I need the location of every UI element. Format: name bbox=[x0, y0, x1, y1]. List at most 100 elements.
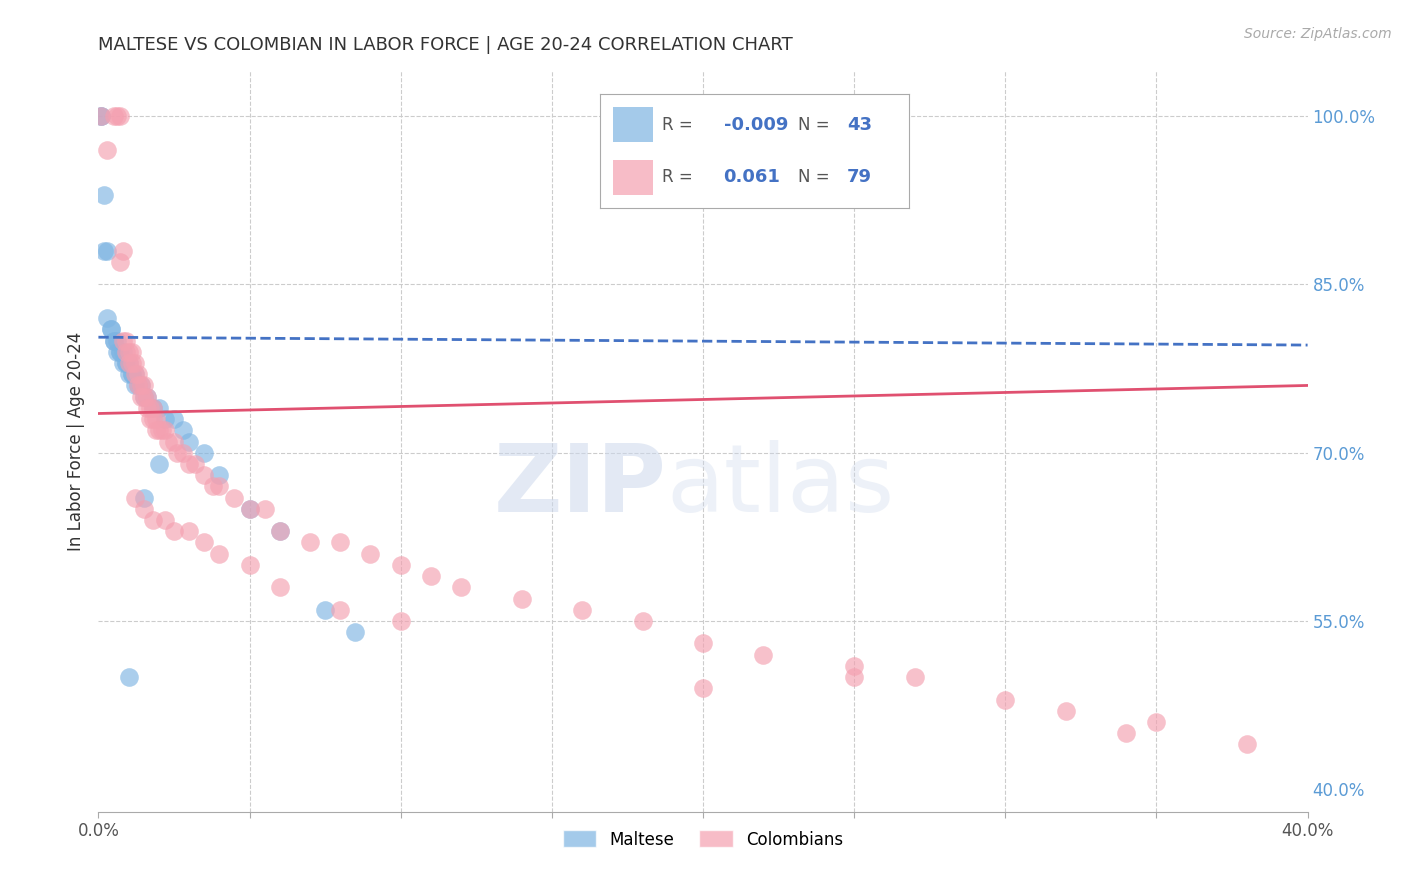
Point bbox=[124, 368, 146, 382]
Point bbox=[105, 344, 128, 359]
Point bbox=[904, 670, 927, 684]
Point bbox=[208, 479, 231, 493]
Point bbox=[344, 625, 367, 640]
Point bbox=[108, 109, 131, 123]
Point bbox=[269, 524, 291, 539]
Point bbox=[135, 390, 157, 404]
Point bbox=[163, 434, 186, 449]
Point bbox=[96, 311, 118, 326]
Point bbox=[114, 334, 136, 348]
Point bbox=[139, 412, 162, 426]
Point bbox=[202, 479, 225, 493]
Point bbox=[148, 423, 170, 437]
Point bbox=[145, 412, 167, 426]
Point bbox=[179, 524, 201, 539]
Point bbox=[994, 692, 1017, 706]
Point bbox=[184, 457, 207, 471]
Point bbox=[90, 109, 112, 123]
Point bbox=[510, 591, 533, 606]
Point bbox=[93, 244, 115, 258]
Point bbox=[129, 390, 152, 404]
Point bbox=[163, 412, 186, 426]
Point bbox=[108, 255, 131, 269]
Point bbox=[179, 457, 201, 471]
Point bbox=[121, 368, 143, 382]
Point bbox=[166, 446, 188, 460]
Point bbox=[100, 322, 122, 336]
Point bbox=[118, 356, 141, 370]
Point bbox=[132, 390, 155, 404]
Point bbox=[179, 434, 201, 449]
Text: Source: ZipAtlas.com: Source: ZipAtlas.com bbox=[1244, 27, 1392, 41]
Point bbox=[111, 344, 134, 359]
Point bbox=[114, 356, 136, 370]
Point bbox=[208, 468, 231, 483]
Point bbox=[111, 356, 134, 370]
Point bbox=[96, 244, 118, 258]
Point bbox=[132, 491, 155, 505]
Point bbox=[90, 109, 112, 123]
Point bbox=[163, 524, 186, 539]
Point bbox=[269, 524, 291, 539]
Point bbox=[193, 535, 215, 549]
Text: atlas: atlas bbox=[666, 440, 896, 532]
Point bbox=[127, 378, 149, 392]
Point bbox=[224, 491, 246, 505]
Point bbox=[132, 378, 155, 392]
Point bbox=[114, 344, 136, 359]
Point bbox=[208, 547, 231, 561]
Point bbox=[172, 446, 194, 460]
Point bbox=[127, 378, 149, 392]
Y-axis label: In Labor Force | Age 20-24: In Labor Force | Age 20-24 bbox=[66, 332, 84, 551]
Point bbox=[239, 501, 262, 516]
Point bbox=[360, 547, 382, 561]
Point bbox=[135, 390, 157, 404]
Point bbox=[124, 356, 146, 370]
Point bbox=[121, 356, 143, 370]
Point bbox=[450, 580, 472, 594]
Point bbox=[108, 344, 131, 359]
Point bbox=[299, 535, 322, 549]
Point bbox=[150, 423, 173, 437]
Point bbox=[193, 446, 215, 460]
Point bbox=[108, 344, 131, 359]
Point bbox=[153, 513, 176, 527]
Point bbox=[132, 390, 155, 404]
Point bbox=[142, 401, 165, 415]
Point bbox=[139, 401, 162, 415]
Point bbox=[103, 334, 125, 348]
Point bbox=[314, 603, 336, 617]
Point bbox=[114, 356, 136, 370]
Point bbox=[692, 636, 714, 650]
Point bbox=[124, 368, 146, 382]
Point bbox=[121, 368, 143, 382]
Point bbox=[329, 535, 352, 549]
Point bbox=[135, 401, 157, 415]
Point bbox=[105, 334, 128, 348]
Point bbox=[96, 143, 118, 157]
Point bbox=[389, 558, 412, 572]
Point bbox=[121, 344, 143, 359]
Point bbox=[844, 659, 866, 673]
Text: MALTESE VS COLOMBIAN IN LABOR FORCE | AGE 20-24 CORRELATION CHART: MALTESE VS COLOMBIAN IN LABOR FORCE | AG… bbox=[98, 36, 793, 54]
Point bbox=[129, 378, 152, 392]
Point bbox=[124, 378, 146, 392]
Point bbox=[118, 368, 141, 382]
Point bbox=[142, 513, 165, 527]
Point bbox=[420, 569, 443, 583]
Point bbox=[148, 457, 170, 471]
Point bbox=[844, 670, 866, 684]
Point bbox=[1236, 738, 1258, 752]
Point bbox=[118, 344, 141, 359]
Point bbox=[142, 401, 165, 415]
Legend: Maltese, Colombians: Maltese, Colombians bbox=[557, 823, 849, 855]
Point bbox=[153, 412, 176, 426]
Point bbox=[752, 648, 775, 662]
Text: ZIP: ZIP bbox=[494, 440, 666, 532]
Point bbox=[103, 109, 125, 123]
Point bbox=[193, 468, 215, 483]
Point bbox=[124, 491, 146, 505]
Point bbox=[1115, 726, 1137, 740]
Point bbox=[111, 244, 134, 258]
Point bbox=[692, 681, 714, 696]
